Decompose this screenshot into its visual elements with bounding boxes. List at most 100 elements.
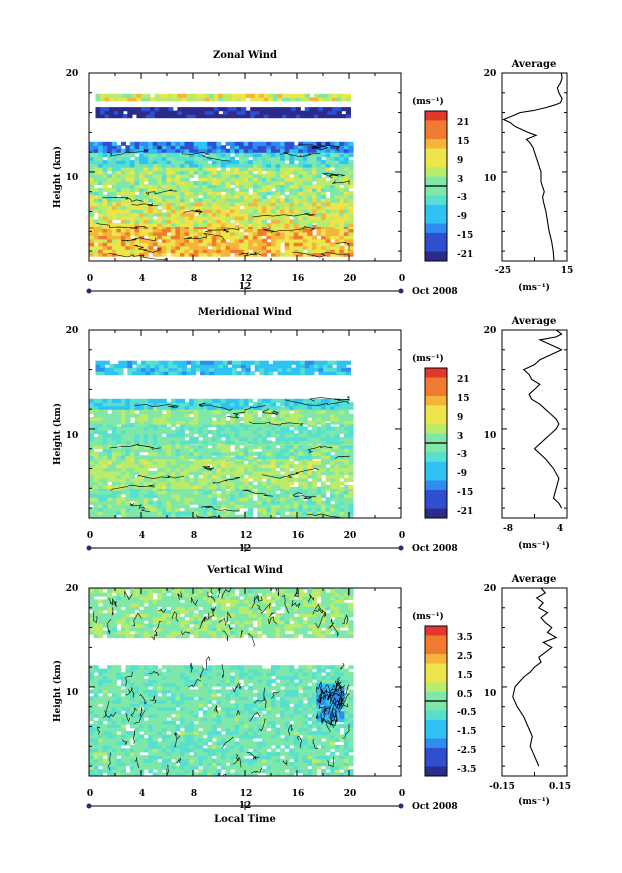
heatmap-cell [234, 148, 240, 153]
heatmap-cell [280, 141, 286, 146]
heatmap-cell [298, 148, 304, 153]
heatmap-cell [129, 184, 136, 189]
heatmap-cell [189, 490, 195, 495]
heatmap-cell [252, 242, 258, 247]
heatmap-cell [129, 765, 136, 770]
heatmap-cell [157, 228, 163, 233]
heatmap-cell [220, 170, 227, 175]
heatmap-cell [304, 110, 310, 115]
heatmap-cell [157, 765, 163, 770]
heatmap-cell [95, 367, 101, 372]
heatmap-cell [120, 231, 126, 236]
heatmap-cell [243, 148, 249, 153]
heatmap-cell [248, 141, 254, 146]
contour-lines [96, 143, 350, 261]
heatmap-cell [129, 177, 136, 182]
heatmap-cell [263, 107, 269, 112]
heatmap-cell [211, 402, 217, 407]
heatmap-cell [175, 180, 181, 185]
heatmap-cell [152, 212, 158, 217]
heatmap-cell [116, 481, 122, 486]
heatmap-cell [107, 772, 113, 776]
heatmap-cell [216, 500, 222, 505]
heatmap-cell [271, 410, 277, 415]
heatmap-cell [307, 464, 313, 469]
heatmap-cell [202, 202, 208, 207]
heatmap-cell [102, 500, 108, 505]
heatmap-cell [148, 191, 154, 196]
heatmap-cell [239, 417, 245, 422]
contour-line [227, 405, 266, 419]
heatmap-cell [161, 160, 167, 165]
heatmap-cell [243, 514, 249, 518]
heatmap-cell [157, 209, 163, 214]
heatmap-cell [257, 202, 263, 207]
contour-line [130, 502, 150, 512]
heatmap-cell [339, 772, 345, 776]
heatmap-cell [280, 167, 286, 172]
heatmap-cell [302, 398, 308, 403]
heatmap-cell [134, 765, 140, 770]
heatmap-cell [316, 173, 322, 178]
heatmap-cell [289, 477, 295, 482]
heatmap-cell [134, 160, 140, 165]
heatmap-cell [245, 367, 251, 372]
heatmap-cell [325, 235, 331, 240]
heatmap-cell [211, 410, 217, 415]
heatmap-cell [330, 235, 336, 240]
heatmap-cell [252, 772, 258, 776]
heatmap-cell [280, 433, 286, 438]
heatmap-cell [348, 222, 354, 227]
heatmap-cell [180, 444, 186, 449]
heatmap-cell [222, 110, 228, 115]
heatmap-cell [321, 160, 327, 165]
heatmap-cell [116, 170, 122, 175]
heatmap-cell [116, 413, 122, 418]
colorbar-swatch [425, 204, 447, 215]
heatmap-cell [330, 471, 336, 476]
heatmap-cell [298, 231, 304, 236]
heatmap-cell [252, 160, 258, 165]
heatmap-cell [116, 228, 122, 233]
heatmap-cell [321, 238, 327, 243]
heatmap-cell [89, 205, 95, 210]
heatmap-cell [148, 504, 154, 509]
heatmap-cell [345, 371, 351, 376]
colorbar-swatch [425, 405, 447, 416]
heatmap-cell [243, 212, 249, 217]
heatmap-cell [189, 180, 195, 185]
heatmap-cell [161, 402, 167, 407]
heatmap-cell [93, 755, 99, 760]
heatmap-cell [232, 360, 238, 365]
heatmap-cell [304, 107, 310, 112]
heatmap-cell [266, 514, 272, 518]
heatmap-cell [102, 405, 108, 410]
heatmap-cell [111, 184, 117, 189]
heatmap-cell [111, 493, 117, 498]
heatmap-cell [275, 180, 281, 185]
heatmap-cell [282, 107, 288, 112]
heatmap-cell [120, 402, 126, 407]
heatmap-cell [125, 405, 131, 410]
heatmap-cell [280, 212, 286, 217]
heatmap-cell [95, 364, 101, 369]
heatmap-cell [100, 367, 106, 372]
colorbar-swatch [425, 396, 447, 406]
heatmap-cell [180, 202, 186, 207]
heatmap-cell [302, 148, 308, 153]
heatmap-cell [93, 222, 99, 227]
heatmap-cell [316, 205, 322, 210]
heatmap-cell [89, 194, 95, 199]
heatmap-cell [239, 170, 245, 175]
heatmap-cell [202, 507, 208, 512]
heatmap-cell [111, 420, 117, 425]
heatmap-cell [321, 500, 327, 505]
heatmap-cell [321, 231, 327, 236]
heatmap-cell [143, 507, 149, 512]
heatmap-cell [218, 107, 224, 112]
heatmap-cell [170, 245, 177, 250]
avg-x-tick-label: 4 [557, 524, 563, 534]
heatmap-cell [239, 769, 245, 774]
heatmap-cell [216, 413, 222, 418]
heatmap-cell [284, 484, 290, 489]
